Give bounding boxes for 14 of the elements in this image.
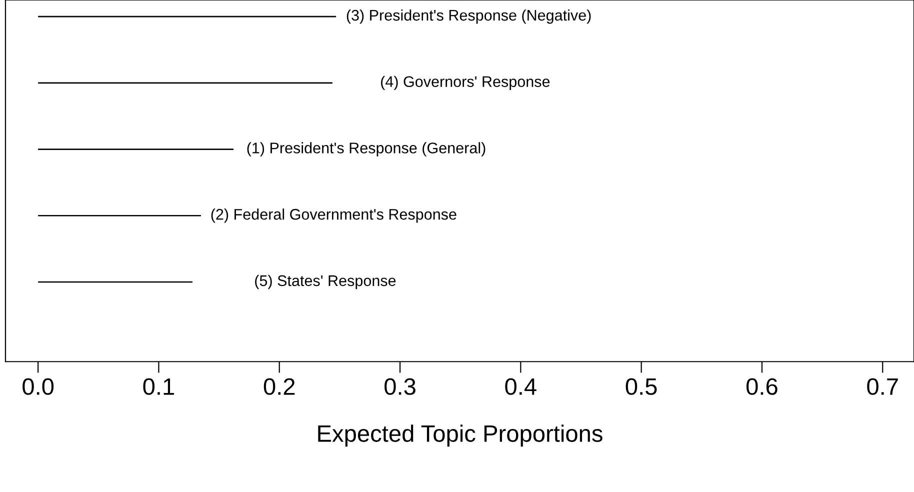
y-tick-label: (1) President's Response (General) — [247, 142, 486, 156]
y-tick-label: (4) Governors' Response — [381, 76, 550, 90]
x-axis-title: Expected Topic Proportions — [318, 424, 602, 447]
x-tick-label: 0.7 — [867, 378, 898, 395]
x-tick-label: 0.0 — [22, 378, 54, 395]
x-tick-label: 0.4 — [505, 378, 536, 395]
y-tick-label: (2) Federal Government's Response — [211, 208, 456, 223]
x-tick-label: 0.2 — [264, 378, 295, 395]
y-tick-label: (3) President's Response (Negative) — [346, 9, 591, 24]
x-tick-label: 0.1 — [143, 378, 174, 395]
y-tick-label: (5) States' Response — [255, 274, 396, 290]
x-tick-label: 0.3 — [384, 378, 416, 395]
x-tick-label: 0.6 — [746, 378, 778, 395]
x-tick-label: 0.5 — [626, 378, 657, 395]
